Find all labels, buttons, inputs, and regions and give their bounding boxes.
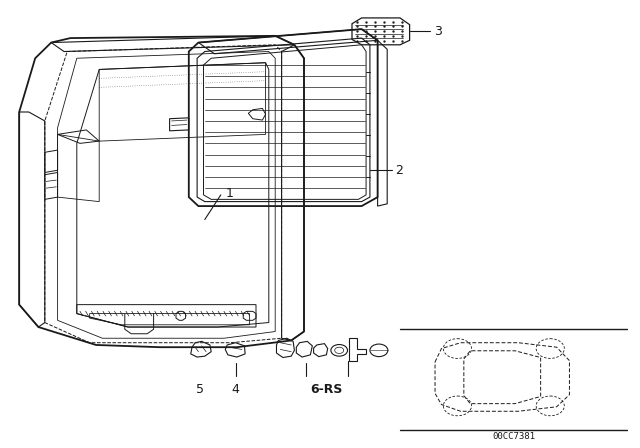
- Text: 00CC7381: 00CC7381: [492, 432, 535, 441]
- Text: 4: 4: [232, 383, 239, 396]
- Text: 5: 5: [196, 383, 204, 396]
- Text: 3: 3: [434, 25, 442, 38]
- Text: 6-RS: 6-RS: [310, 383, 342, 396]
- Text: 2: 2: [396, 164, 403, 177]
- Text: 1: 1: [225, 187, 233, 200]
